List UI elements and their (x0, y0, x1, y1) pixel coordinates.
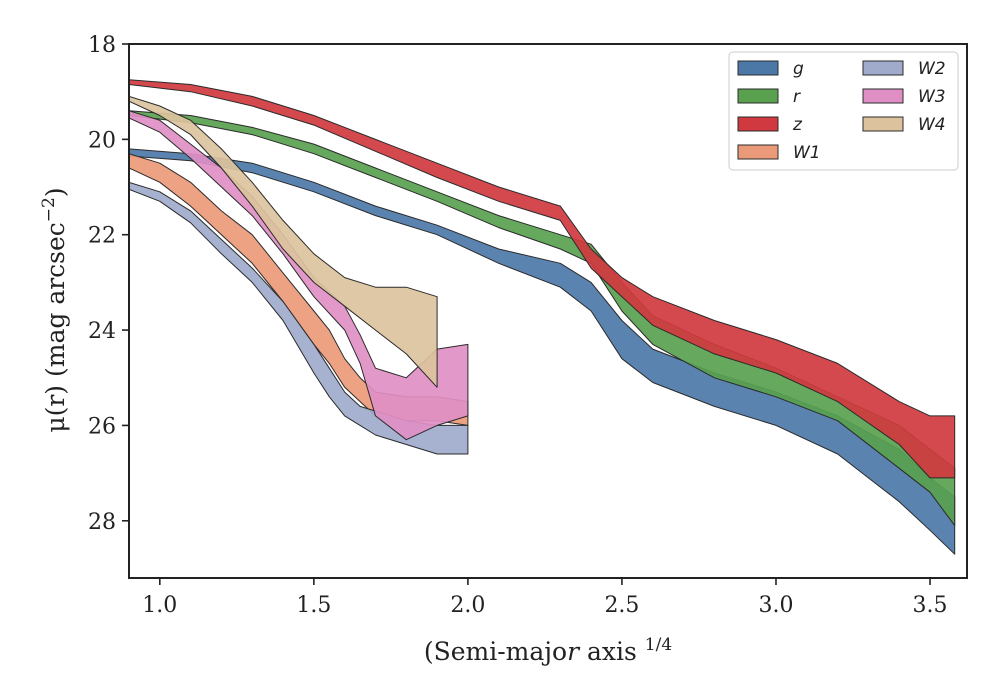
legend-swatch-r (737, 88, 779, 104)
x-tick-label: 1.0 (142, 593, 177, 618)
band-r (129, 110, 956, 527)
y-axis-label-close: ) (41, 187, 70, 197)
legend-label-z: z (792, 115, 803, 135)
plot-frame (128, 43, 968, 579)
legend-box (728, 51, 959, 171)
legend-label-g: g (793, 59, 804, 79)
legend-label-w2: W2 (918, 59, 946, 79)
legend-label-w1: W1 (793, 143, 821, 163)
y-tick-label: 28 (88, 510, 116, 535)
legend-swatch-z (737, 116, 779, 132)
y-axis-label-text: μ(r) (mag arcsec (41, 222, 70, 432)
legend-swatch-w1 (737, 144, 779, 160)
legend-label-r: r (793, 87, 801, 107)
axes: 1.0 1.5 2.0 2.5 3.0 3.5 18 20 22 24 26 28 (88, 33, 968, 618)
band-z (129, 79, 956, 479)
legend-swatch-g (737, 60, 779, 76)
x-axis-label-superscript: 1/4 (645, 635, 672, 655)
y-tick-label: 20 (88, 128, 116, 153)
x-tick-label: 1.5 (296, 593, 331, 618)
y-axis-label: μ(r) (mag arcsec−2) (39, 187, 70, 432)
x-axis-label-text-2: axis (587, 637, 645, 666)
legend: grz W1 W2 W3 W4 (728, 51, 959, 171)
plot-area (129, 79, 956, 555)
band-g (129, 148, 956, 555)
x-tick-label: 3.5 (913, 593, 948, 618)
x-tick-label: 3.0 (758, 593, 793, 618)
x-axis-label-italic: r (567, 637, 587, 666)
axis-labels: (Semi-major axis 1/4 μ(r) (mag arcsec−2) (39, 187, 672, 666)
legend-label-w4: W4 (918, 115, 946, 135)
x-tick-label: 2.5 (604, 593, 639, 618)
legend-swatch-w3 (862, 88, 904, 104)
y-tick-label: 22 (88, 224, 116, 249)
legend-swatch-w2 (862, 60, 904, 76)
y-tick-label: 24 (88, 319, 116, 344)
y-axis-label-superscript: −2 (39, 197, 59, 222)
y-tick-label: 18 (88, 33, 116, 58)
x-tick-label: 2.0 (450, 593, 485, 618)
x-axis-label: (Semi-major axis 1/4 (424, 635, 672, 666)
x-axis-label-text: (Semi-majo (424, 637, 567, 666)
y-tick-label: 26 (88, 414, 116, 439)
legend-label-w3: W3 (918, 87, 946, 107)
band-w4 (129, 95, 438, 388)
legend-swatch-w4 (862, 116, 904, 132)
